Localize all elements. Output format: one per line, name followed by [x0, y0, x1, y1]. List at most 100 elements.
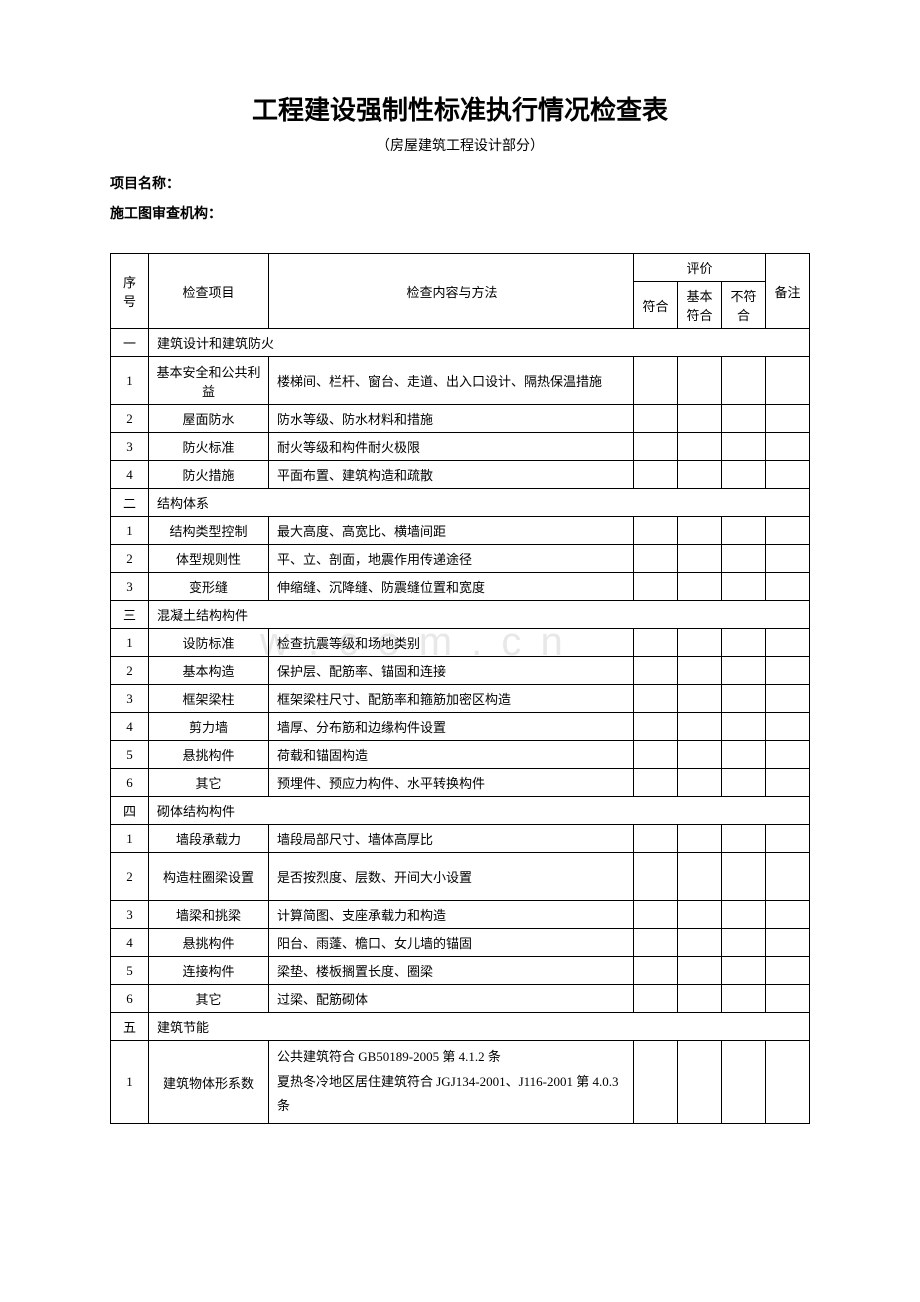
note-cell [766, 629, 810, 657]
eval-fail-cell [722, 1041, 766, 1124]
table-row: 4悬挑构件阳台、雨蓬、檐口、女儿墙的锚固 [111, 929, 810, 957]
row-num: 3 [111, 685, 149, 713]
row-item: 墙梁和挑梁 [149, 901, 269, 929]
table-row: 3墙梁和挑梁计算简图、支座承载力和构造 [111, 901, 810, 929]
eval-pass-cell [634, 461, 678, 489]
row-num: 2 [111, 405, 149, 433]
row-item: 悬挑构件 [149, 929, 269, 957]
row-item: 连接构件 [149, 957, 269, 985]
note-cell [766, 957, 810, 985]
note-cell [766, 433, 810, 461]
eval-basic-cell [678, 357, 722, 405]
eval-pass-cell [634, 929, 678, 957]
eval-pass-cell [634, 629, 678, 657]
row-num: 4 [111, 461, 149, 489]
eval-fail-cell [722, 741, 766, 769]
eval-basic-cell [678, 853, 722, 901]
eval-pass-cell [634, 741, 678, 769]
section-label: 砌体结构构件 [149, 797, 810, 825]
section-row: 一建筑设计和建筑防火 [111, 329, 810, 357]
row-content: 防水等级、防水材料和措施 [269, 405, 634, 433]
row-item: 结构类型控制 [149, 517, 269, 545]
note-cell [766, 657, 810, 685]
eval-pass-cell [634, 517, 678, 545]
eval-pass-cell [634, 957, 678, 985]
table-row: 5悬挑构件荷载和锚固构造 [111, 741, 810, 769]
row-num: 5 [111, 957, 149, 985]
table-row: 2体型规则性平、立、剖面，地震作用传递途径 [111, 545, 810, 573]
note-cell [766, 741, 810, 769]
note-cell [766, 1041, 810, 1124]
row-num: 3 [111, 901, 149, 929]
eval-fail-cell [722, 517, 766, 545]
row-content: 墙段局部尺寸、墙体高厚比 [269, 825, 634, 853]
page-title: 工程建设强制性标准执行情况检查表 [110, 90, 810, 127]
eval-pass-cell [634, 357, 678, 405]
eval-fail-cell [722, 405, 766, 433]
page-subtitle: （房屋建筑工程设计部分） [110, 135, 810, 155]
row-content: 框架梁柱尺寸、配筋率和箍筋加密区构造 [269, 685, 634, 713]
eval-basic-cell [678, 769, 722, 797]
row-num: 1 [111, 357, 149, 405]
eval-basic-cell [678, 657, 722, 685]
eval-pass-cell [634, 685, 678, 713]
eval-fail-cell [722, 901, 766, 929]
row-item: 悬挑构件 [149, 741, 269, 769]
table-row: 4防火措施平面布置、建筑构造和疏散 [111, 461, 810, 489]
row-item: 屋面防水 [149, 405, 269, 433]
inspection-table: 序号 检查项目 检查内容与方法 评价 备注 符合 基本符合 不符合 一建筑设计和… [110, 253, 810, 1124]
note-cell [766, 769, 810, 797]
row-content: 预埋件、预应力构件、水平转换构件 [269, 769, 634, 797]
section-row: 二结构体系 [111, 489, 810, 517]
row-content: 检查抗震等级和场地类别 [269, 629, 634, 657]
section-row: 四砌体结构构件 [111, 797, 810, 825]
row-num: 1 [111, 1041, 149, 1124]
eval-basic-cell [678, 713, 722, 741]
agency-label: 施工图审查机构： [110, 203, 810, 223]
row-item: 框架梁柱 [149, 685, 269, 713]
row-num: 3 [111, 573, 149, 601]
row-num: 5 [111, 741, 149, 769]
eval-basic-cell [678, 405, 722, 433]
note-cell [766, 853, 810, 901]
eval-basic-cell [678, 901, 722, 929]
row-item: 其它 [149, 769, 269, 797]
table-row: 2屋面防水防水等级、防水材料和措施 [111, 405, 810, 433]
row-item: 基本安全和公共利益 [149, 357, 269, 405]
eval-fail-cell [722, 433, 766, 461]
note-cell [766, 985, 810, 1013]
row-content: 墙厚、分布筋和边缘构件设置 [269, 713, 634, 741]
header-row-1: 序号 检查项目 检查内容与方法 评价 备注 [111, 254, 810, 282]
row-item: 构造柱圈梁设置 [149, 853, 269, 901]
eval-fail-cell [722, 573, 766, 601]
eval-basic-cell [678, 985, 722, 1013]
row-content: 耐火等级和构件耐火极限 [269, 433, 634, 461]
row-item: 基本构造 [149, 657, 269, 685]
section-row: 五建筑节能 [111, 1013, 810, 1041]
note-cell [766, 713, 810, 741]
eval-fail-cell [722, 545, 766, 573]
table-row: 4剪力墙墙厚、分布筋和边缘构件设置 [111, 713, 810, 741]
eval-fail-cell [722, 629, 766, 657]
eval-pass-cell [634, 657, 678, 685]
section-label: 结构体系 [149, 489, 810, 517]
row-num: 4 [111, 929, 149, 957]
eval-fail-cell [722, 713, 766, 741]
section-num: 四 [111, 797, 149, 825]
eval-fail-cell [722, 957, 766, 985]
row-item: 体型规则性 [149, 545, 269, 573]
row-num: 2 [111, 853, 149, 901]
row-content: 计算简图、支座承载力和构造 [269, 901, 634, 929]
eval-basic-cell [678, 433, 722, 461]
section-label: 建筑节能 [149, 1013, 810, 1041]
row-item: 变形缝 [149, 573, 269, 601]
table-row: 5连接构件梁垫、楼板搁置长度、圈梁 [111, 957, 810, 985]
row-item: 防火措施 [149, 461, 269, 489]
table-row: 1墙段承载力墙段局部尺寸、墙体高厚比 [111, 825, 810, 853]
eval-basic-cell [678, 825, 722, 853]
header-eval: 评价 [634, 254, 766, 282]
eval-fail-cell [722, 769, 766, 797]
section-label: 建筑设计和建筑防火 [149, 329, 810, 357]
row-item: 墙段承载力 [149, 825, 269, 853]
row-content: 阳台、雨蓬、檐口、女儿墙的锚固 [269, 929, 634, 957]
